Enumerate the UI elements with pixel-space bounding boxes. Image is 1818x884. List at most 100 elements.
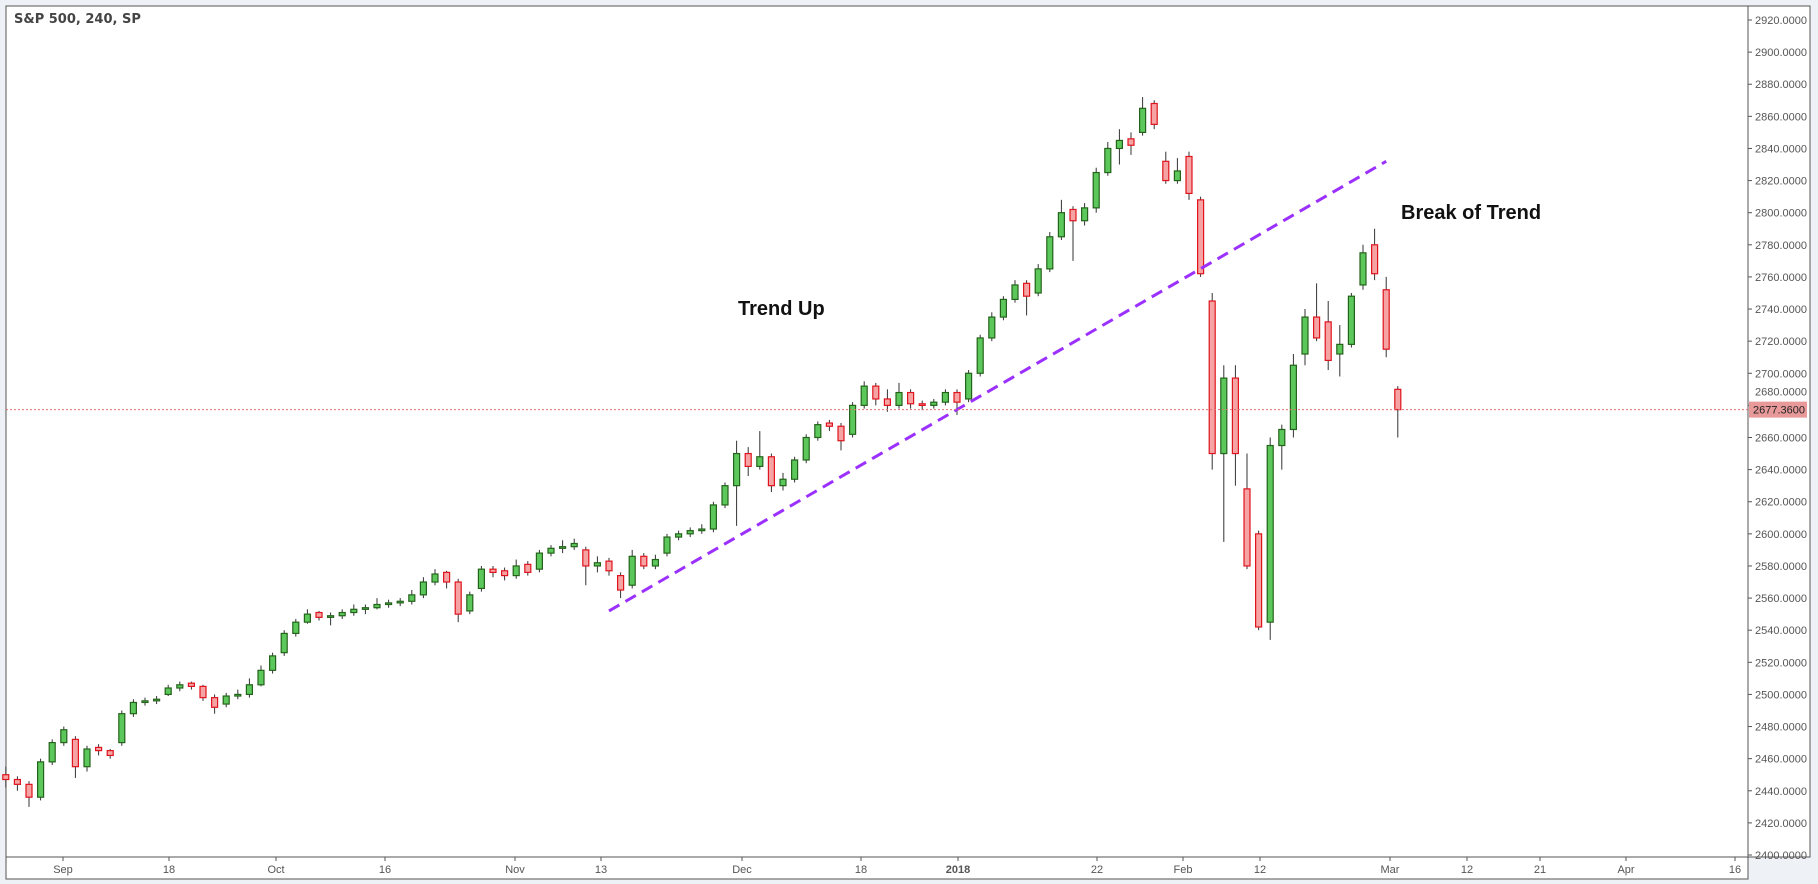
candle-body xyxy=(1022,282,1031,297)
candle-down xyxy=(1312,283,1321,342)
y-tick-label: 2420.0000 xyxy=(1755,818,1807,830)
last-price-label: 2677.3600 xyxy=(1753,405,1805,417)
candle-up xyxy=(686,527,694,538)
price-axis[interactable] xyxy=(1747,5,1811,858)
candle-body xyxy=(315,611,323,618)
candle-up xyxy=(60,726,68,746)
candle-body xyxy=(1127,138,1135,146)
x-tick-label: Feb xyxy=(1174,864,1193,876)
y-tick-label: 2780.0000 xyxy=(1755,240,1807,252)
candle-body xyxy=(199,685,207,699)
x-tick-label: 16 xyxy=(379,864,391,876)
candle-body xyxy=(269,655,277,671)
candle-down xyxy=(1243,453,1251,570)
candle-up xyxy=(721,482,729,509)
candle-body xyxy=(686,530,694,535)
candle-up xyxy=(1011,280,1019,303)
candle-body xyxy=(419,581,427,596)
candle-body xyxy=(790,459,799,480)
candle-down xyxy=(1394,386,1402,438)
candle-body xyxy=(1173,170,1182,182)
candle-body xyxy=(431,573,439,583)
candle-body xyxy=(292,621,300,635)
candle-up xyxy=(1278,424,1286,470)
candle-body xyxy=(1266,444,1274,623)
candle-body xyxy=(408,594,416,602)
candle-up xyxy=(292,618,300,637)
candle-body xyxy=(756,456,764,468)
x-axis-ticks: Sep 18 Oct 16 Nov 13 Dec 18 2018 22 Feb 12 Mar 12 21 Ap… xyxy=(53,857,1741,876)
candle-body xyxy=(257,669,265,686)
candle-up xyxy=(814,421,822,441)
candle-body xyxy=(477,568,485,590)
candle-body xyxy=(13,778,21,785)
candle-body xyxy=(1162,160,1170,182)
candle-body xyxy=(1208,300,1216,455)
candle-body xyxy=(466,594,474,612)
candle-up xyxy=(848,402,857,438)
candle-body xyxy=(327,615,335,618)
candle-body xyxy=(187,682,195,687)
candle-body xyxy=(779,478,787,487)
candle-up xyxy=(535,549,544,573)
candle-up xyxy=(1046,231,1054,273)
candle-up xyxy=(1347,292,1356,348)
y-tick-label: 2920.0000 xyxy=(1755,15,1807,27)
candle-body xyxy=(222,695,230,705)
x-tick-label: Oct xyxy=(267,864,284,876)
candle-up xyxy=(327,612,335,626)
candle-body xyxy=(1185,155,1193,195)
candle-body xyxy=(558,546,567,549)
candle-up xyxy=(1266,437,1274,640)
candle-body xyxy=(153,698,161,702)
candle-up xyxy=(153,696,161,705)
y-tick-label: 2740.0000 xyxy=(1755,304,1807,316)
candle-down xyxy=(25,781,33,807)
candle-up xyxy=(373,598,381,610)
candle-body xyxy=(164,687,172,696)
candle-up xyxy=(1080,203,1089,226)
candle-up xyxy=(118,710,126,746)
candle-up xyxy=(709,501,718,533)
candle-up xyxy=(477,565,485,592)
candle-body xyxy=(1115,139,1124,150)
y-tick-label: 2800.0000 xyxy=(1755,208,1807,220)
candle-body xyxy=(1196,199,1205,275)
candle-up xyxy=(176,681,184,692)
candle-up xyxy=(36,758,45,801)
candle-body xyxy=(71,738,80,768)
candle-body xyxy=(570,542,578,548)
candle-down xyxy=(13,776,21,791)
candle-down xyxy=(199,684,207,701)
candle-body xyxy=(141,700,149,704)
candle-up xyxy=(303,609,311,624)
y-tick-label: 2480.0000 xyxy=(1755,722,1807,734)
candle-down xyxy=(918,400,926,411)
candle-body xyxy=(582,549,590,567)
candle-up xyxy=(1359,244,1367,290)
chart-title: S&P 500, 240, SP xyxy=(14,12,141,27)
candle-body xyxy=(930,401,938,406)
candle-down xyxy=(524,561,532,576)
candle-down xyxy=(744,447,752,477)
candle-body xyxy=(350,608,358,614)
y-tick-label: 2400.0000 xyxy=(1755,850,1807,862)
candle-down xyxy=(454,578,462,623)
candle-up xyxy=(222,692,230,708)
candle-up xyxy=(1336,325,1344,377)
candle-body xyxy=(303,613,311,623)
time-axis[interactable] xyxy=(5,856,1749,880)
candle-body xyxy=(396,600,404,604)
candle-up xyxy=(1092,167,1100,213)
candle-body xyxy=(767,456,776,487)
candle-up xyxy=(756,431,764,470)
candle-down xyxy=(616,572,625,599)
candle-body xyxy=(640,555,648,567)
candle-up xyxy=(419,577,427,599)
y-tick-label: 2760.0000 xyxy=(1755,272,1807,284)
candle-down xyxy=(883,389,892,412)
y-tick-label: 2440.0000 xyxy=(1755,786,1807,798)
x-tick-label: Sep xyxy=(53,864,73,876)
x-tick-label: Apr xyxy=(1617,864,1634,876)
candle-up xyxy=(779,472,787,491)
